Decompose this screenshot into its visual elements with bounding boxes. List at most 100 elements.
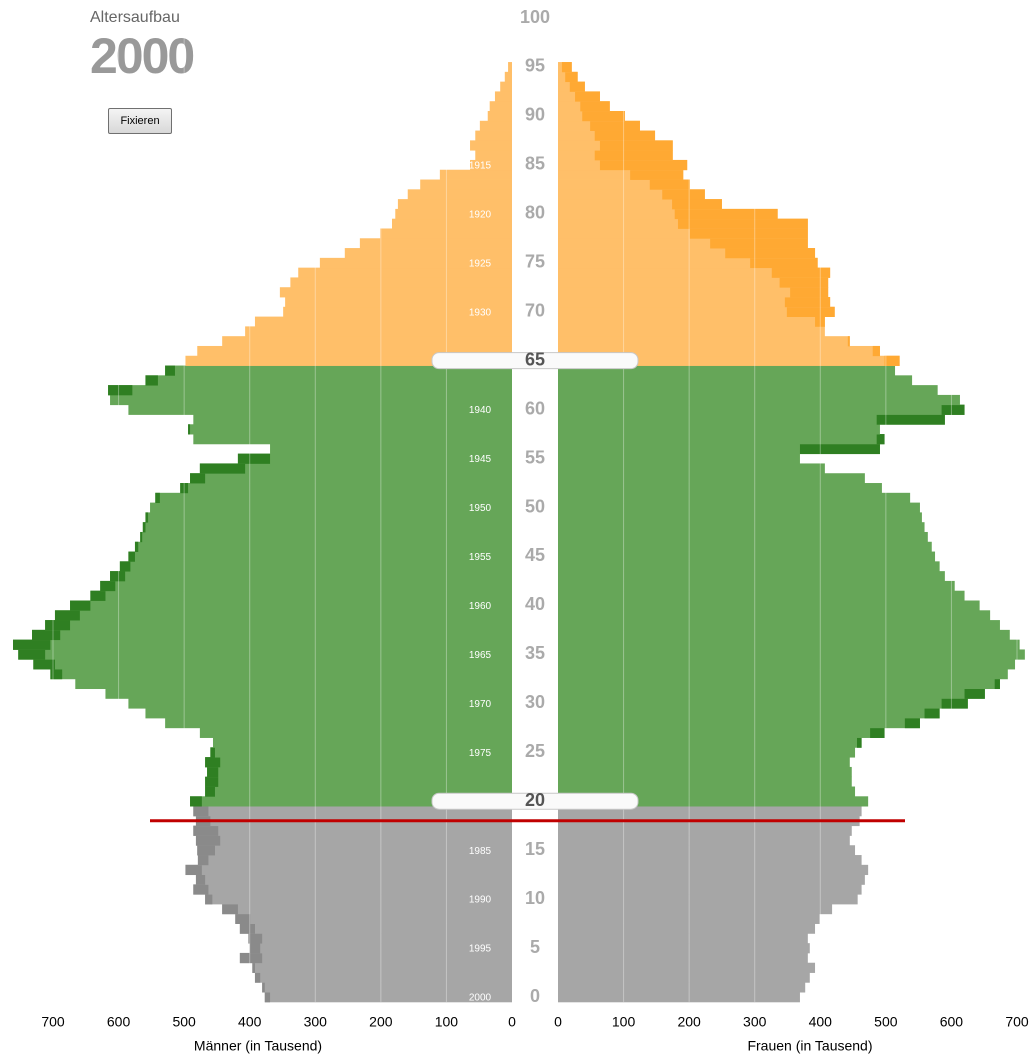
female-bar [558, 610, 991, 621]
cohort-label: 1960 [469, 601, 492, 612]
male-surplus [193, 825, 219, 836]
male-bar [210, 747, 512, 758]
female-bar [558, 394, 960, 406]
y-tick-label: 100 [520, 7, 550, 27]
female-bar [558, 874, 865, 885]
x-axis-label: Männer (in Tausend) [194, 1038, 322, 1054]
female-bar [558, 541, 932, 552]
male-bar [262, 982, 512, 993]
male-bar [470, 159, 512, 171]
male-bar [245, 326, 513, 337]
female-bar [558, 483, 882, 494]
female-bar [558, 306, 835, 317]
male-bar [108, 385, 512, 396]
y-tick-label: 5 [530, 937, 540, 957]
x-tick-label: 700 [41, 1014, 65, 1030]
y-tick-label: 70 [525, 300, 545, 320]
female-bar [558, 806, 862, 817]
male-surplus [222, 903, 238, 915]
male-surplus [145, 512, 149, 523]
female-bar [558, 453, 800, 464]
male-bar [197, 845, 512, 856]
male-surplus [145, 375, 158, 386]
male-surplus [119, 561, 131, 572]
male-bar [279, 287, 512, 298]
male-surplus [193, 884, 209, 895]
female-bar [558, 669, 1008, 680]
male-surplus [13, 639, 51, 650]
male-surplus [32, 629, 61, 641]
male-surplus [100, 580, 116, 592]
cohort-label: 1995 [469, 944, 492, 955]
cohort-label: 1970 [469, 699, 492, 710]
female-bar [558, 835, 850, 846]
male-surplus [128, 551, 135, 562]
male-bar [75, 678, 513, 690]
y-tick-label: 80 [525, 203, 545, 223]
male-bar [128, 404, 512, 415]
male-bar [90, 590, 512, 601]
x-tick-label: 300 [743, 1014, 767, 1030]
female-bar [558, 169, 684, 180]
male-surplus [195, 874, 206, 885]
x-tick-label: 0 [554, 1014, 562, 1030]
female-bar [558, 345, 880, 357]
female-surplus [876, 414, 945, 425]
male-bar [165, 717, 512, 729]
female-bar [558, 659, 1016, 670]
cohort-label: 1945 [469, 454, 492, 465]
male-bar [45, 620, 512, 631]
male-surplus [155, 492, 160, 504]
female-bar [558, 502, 920, 513]
female-surplus [994, 678, 1000, 690]
fix-button[interactable]: Fixieren [108, 108, 172, 134]
male-bar [319, 257, 512, 269]
female-bar [558, 972, 810, 983]
male-bar [190, 473, 512, 484]
female-bar [558, 864, 869, 876]
female-bar [558, 287, 829, 298]
female-surplus [594, 150, 673, 161]
male-bar [32, 629, 512, 641]
female-bar [558, 267, 831, 278]
male-bar [397, 199, 512, 210]
female-surplus [565, 71, 578, 83]
male-surplus [264, 992, 271, 1003]
male-bar [193, 434, 512, 445]
male-bar [145, 512, 512, 523]
female-surplus [672, 199, 722, 210]
male-bar [212, 737, 512, 748]
female-bar [558, 825, 852, 836]
female-surplus [815, 316, 825, 327]
male-bar [190, 796, 512, 807]
female-bar [558, 385, 938, 396]
female-bar [558, 326, 825, 337]
male-bar [193, 806, 512, 817]
cohort-label: 1975 [469, 748, 492, 759]
female-surplus [599, 140, 673, 151]
cohort-label: 1965 [469, 650, 492, 661]
female-surplus [725, 248, 816, 259]
male-bar [193, 414, 512, 425]
female-bar [558, 884, 862, 895]
male-surplus [188, 424, 191, 435]
female-bar [558, 933, 808, 944]
female-bar [558, 434, 885, 445]
male-bar [145, 375, 512, 386]
female-bar [558, 551, 936, 562]
female-bar [558, 580, 955, 592]
male-bar [254, 316, 512, 327]
female-bar [558, 747, 856, 758]
cohort-label: 1985 [469, 846, 492, 857]
female-bar [558, 561, 940, 572]
male-surplus [193, 806, 209, 817]
female-surplus [710, 238, 808, 249]
male-surplus [134, 541, 139, 552]
male-bar [239, 923, 512, 934]
male-bar [470, 140, 512, 151]
female-bar [558, 894, 858, 905]
female-bar [558, 336, 850, 347]
male-bar [105, 688, 512, 699]
male-surplus [190, 796, 202, 807]
male-bar [145, 708, 512, 719]
